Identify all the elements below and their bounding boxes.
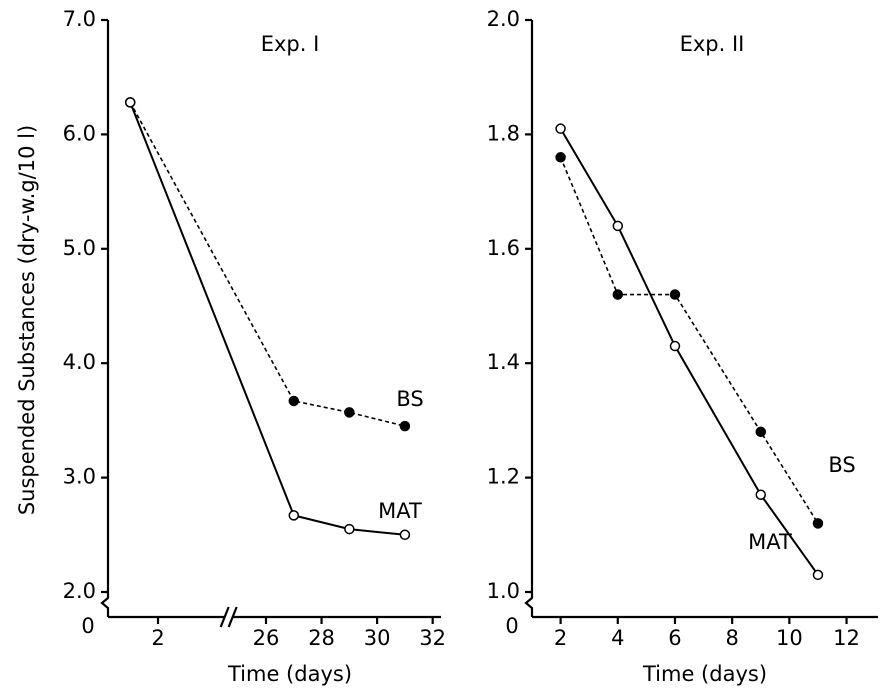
data-point xyxy=(399,420,411,432)
y-tick-label: 3.0 xyxy=(63,465,96,489)
series-label: MAT xyxy=(378,499,422,523)
y-tick-label: 1.2 xyxy=(487,465,520,489)
series-label: BS xyxy=(828,453,855,477)
panel-title: Exp. II xyxy=(680,32,745,56)
data-point xyxy=(812,569,824,581)
data-point xyxy=(288,510,300,521)
series-line xyxy=(129,101,405,536)
x-tick-label: 26 xyxy=(253,626,280,650)
y-tick-label: 6.0 xyxy=(63,121,96,145)
x-tick-label: 12 xyxy=(833,626,860,650)
y-axis xyxy=(100,20,110,617)
data-point xyxy=(612,220,624,232)
data-point xyxy=(555,123,566,134)
x-tick-label: 28 xyxy=(308,626,335,650)
data-point xyxy=(812,518,824,529)
x-axis-label: Time (days) xyxy=(642,662,767,686)
y-tick-label: 1.4 xyxy=(487,350,520,374)
series-line xyxy=(129,101,406,427)
y-break-label: 0 xyxy=(81,614,94,638)
x-tick-label: 10 xyxy=(776,626,803,650)
x-tick-label: 2 xyxy=(151,626,164,650)
data-point xyxy=(288,395,300,407)
series-label: BS xyxy=(396,387,423,411)
data-point xyxy=(344,523,355,535)
x-axis-label: Time (days) xyxy=(227,662,352,686)
x-tick-label: 8 xyxy=(725,626,738,650)
series-line xyxy=(559,156,819,524)
x-tick-label: 4 xyxy=(611,626,624,650)
y-tick-label: 7.0 xyxy=(63,7,96,31)
y-axis-label: Suspended Substances (dry-w.g/10 l) xyxy=(15,125,39,515)
x-tick-label: 2 xyxy=(554,626,567,650)
data-point xyxy=(399,529,411,541)
data-point xyxy=(555,152,566,163)
x-tick-label: 30 xyxy=(364,626,391,650)
y-tick-label: 2.0 xyxy=(487,7,520,31)
x-tick-label: 6 xyxy=(668,626,681,650)
y-tick-label: 1.8 xyxy=(487,121,520,145)
data-point xyxy=(755,489,767,501)
y-break-label: 0 xyxy=(505,614,518,638)
y-tick-label: 1.6 xyxy=(487,236,520,260)
data-point xyxy=(755,426,767,438)
series-line xyxy=(559,128,819,576)
data-point xyxy=(344,407,355,418)
x-tick-label: 32 xyxy=(419,626,446,650)
data-point xyxy=(612,289,624,300)
data-point xyxy=(669,289,681,300)
data-point xyxy=(124,97,136,108)
panel-title: Exp. I xyxy=(261,32,320,56)
y-tick-label: 1.0 xyxy=(487,579,520,603)
series-label: MAT xyxy=(748,530,792,554)
y-tick-label: 2.0 xyxy=(63,579,96,603)
y-axis xyxy=(524,20,534,617)
y-tick-label: 5.0 xyxy=(63,236,96,260)
y-tick-label: 4.0 xyxy=(63,350,96,374)
data-point xyxy=(669,340,681,352)
